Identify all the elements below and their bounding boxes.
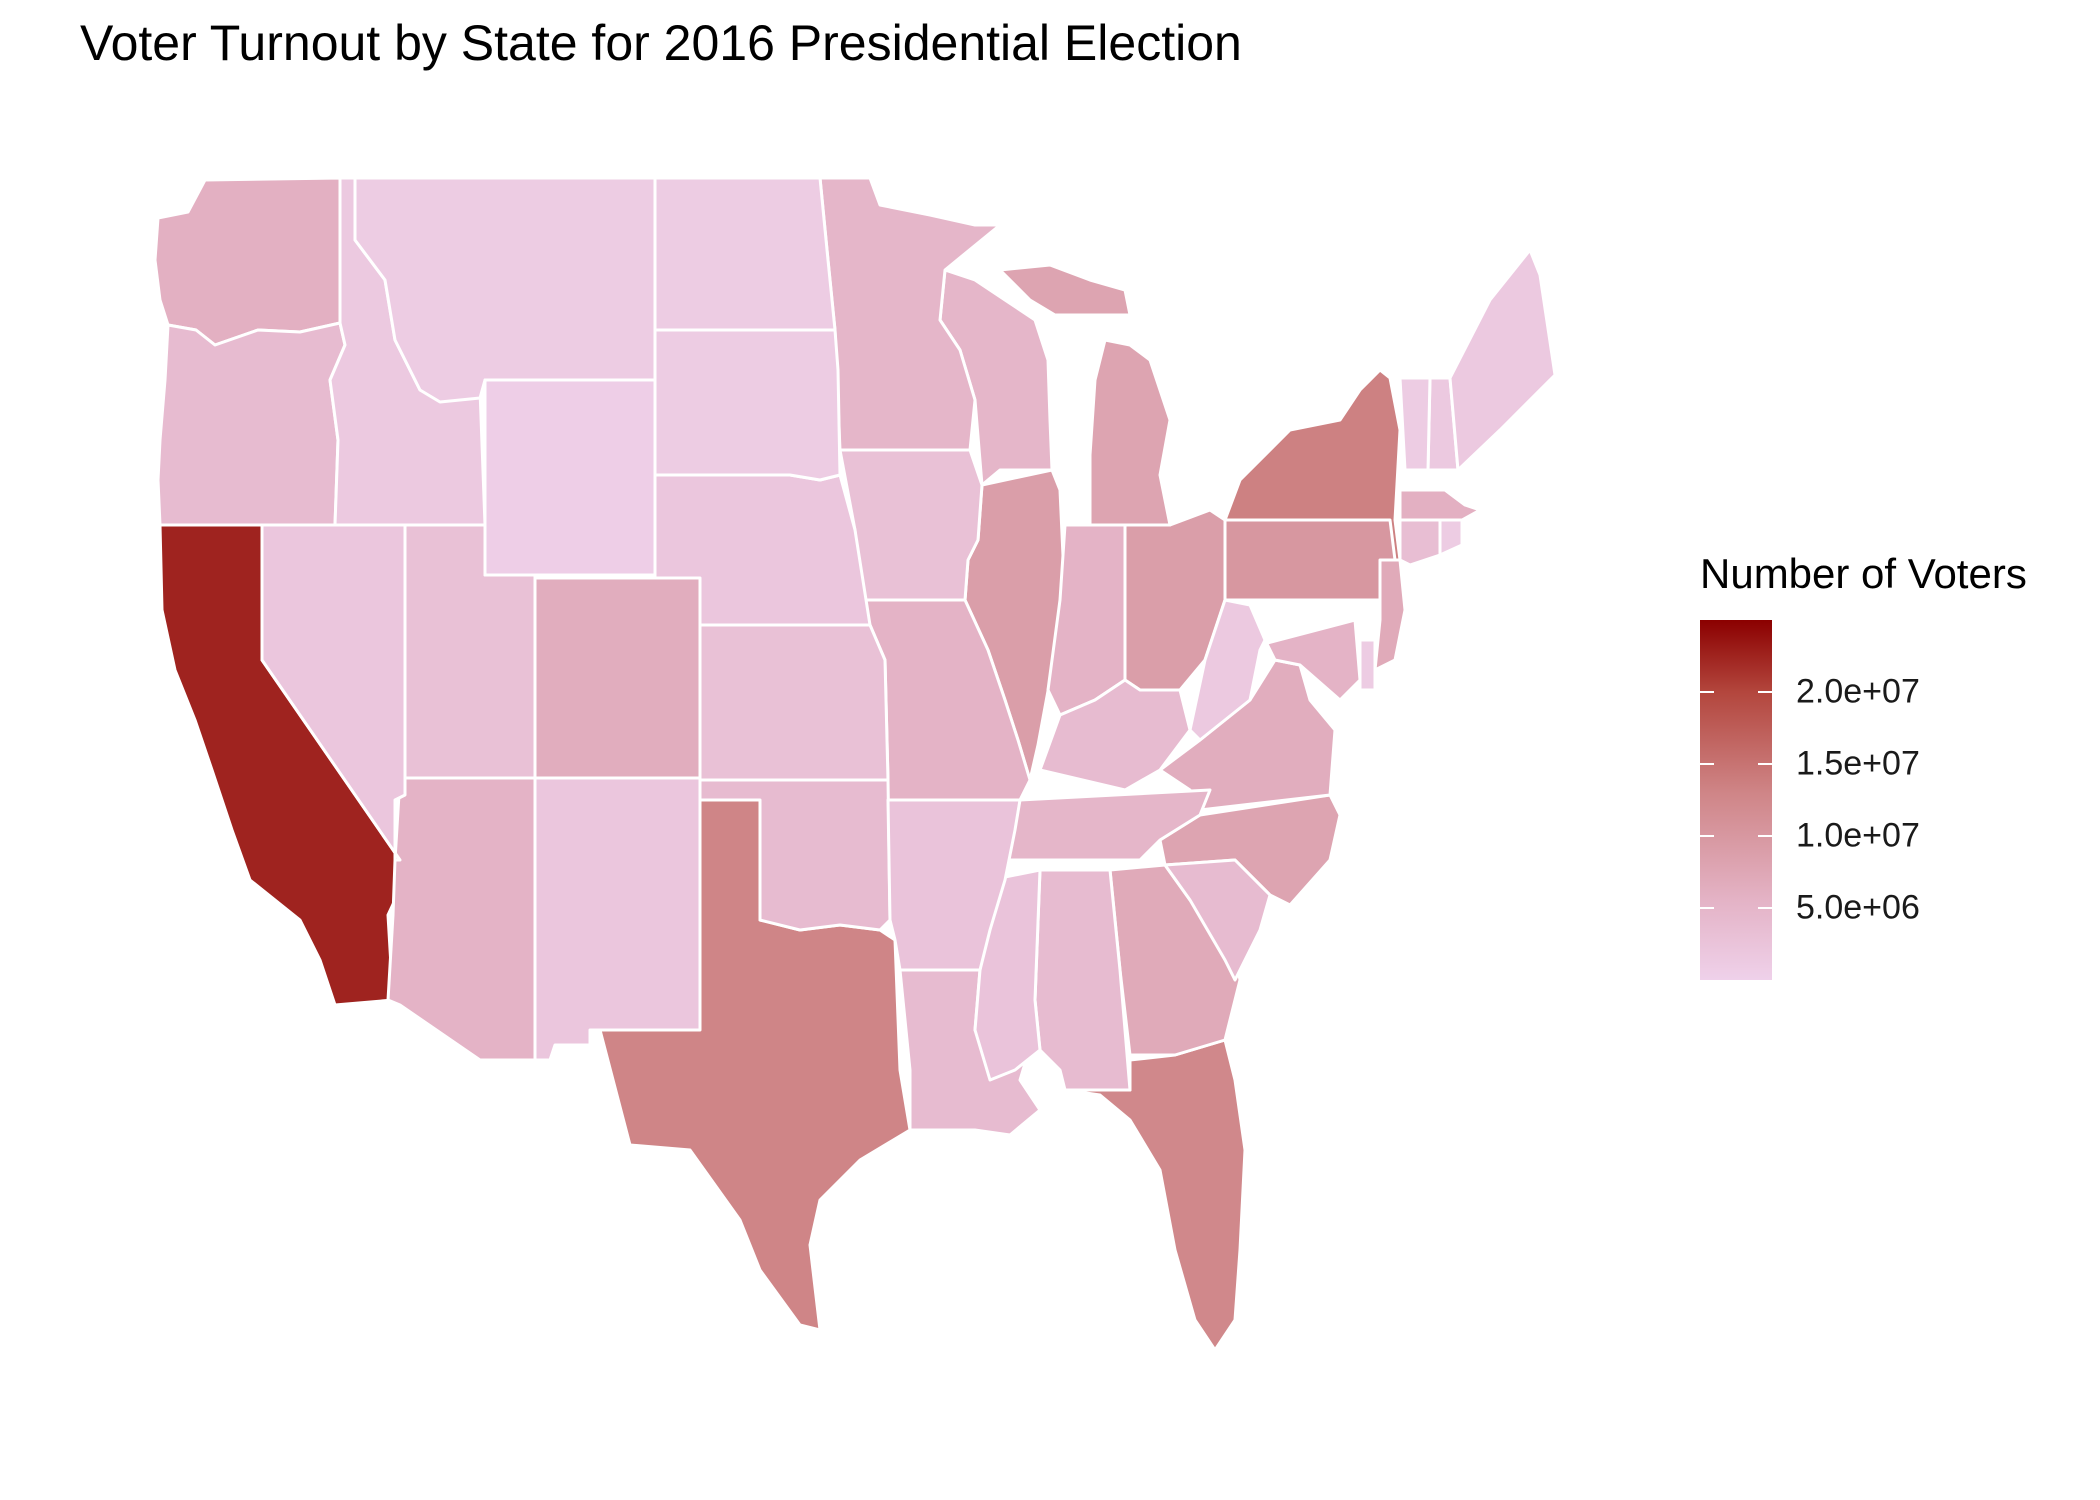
state-west-virginia (1188, 598, 1267, 742)
state-connecticut (1398, 518, 1442, 567)
state-kentucky (1038, 678, 1192, 792)
state-new-mexico (533, 776, 702, 1062)
state-wyoming (483, 378, 657, 577)
legend-tick-label: 5.0e+06 (1796, 888, 1920, 927)
state-arizona (386, 776, 537, 1062)
state-delaware (1358, 638, 1377, 692)
state-oregon (156, 321, 347, 527)
state-south-dakota (653, 328, 842, 482)
state-michigan (998, 263, 1172, 527)
state-north-dakota (653, 176, 837, 332)
state-maine (1448, 248, 1557, 472)
state-vermont (1398, 376, 1432, 472)
state-pennsylvania (1223, 518, 1397, 602)
legend-tick-label: 1.5e+07 (1796, 744, 1920, 783)
state-nevada (260, 523, 407, 862)
state-kansas (698, 623, 890, 782)
state-new-jersey (1373, 558, 1407, 672)
state-florida (1063, 1038, 1247, 1352)
state-massachusetts (1398, 488, 1482, 522)
legend-colorbar (1700, 620, 1772, 980)
state-washington (153, 176, 342, 347)
state-south-carolina (1163, 858, 1272, 982)
state-rhode-island (1438, 518, 1464, 557)
chart-title: Voter Turnout by State for 2016 Presiden… (80, 15, 1242, 71)
legend-title: Number of Voters (1700, 550, 2027, 597)
state-maryland (1258, 618, 1362, 702)
state-colorado (533, 576, 702, 780)
legend: Number of Voters 2.0e+07 1.5e+07 1.0e+07 5.… (1700, 550, 2027, 980)
legend-tick-label: 2.0e+07 (1796, 672, 1920, 711)
state-arkansas (886, 798, 1022, 972)
legend-tick-label: 1.0e+07 (1796, 816, 1920, 855)
